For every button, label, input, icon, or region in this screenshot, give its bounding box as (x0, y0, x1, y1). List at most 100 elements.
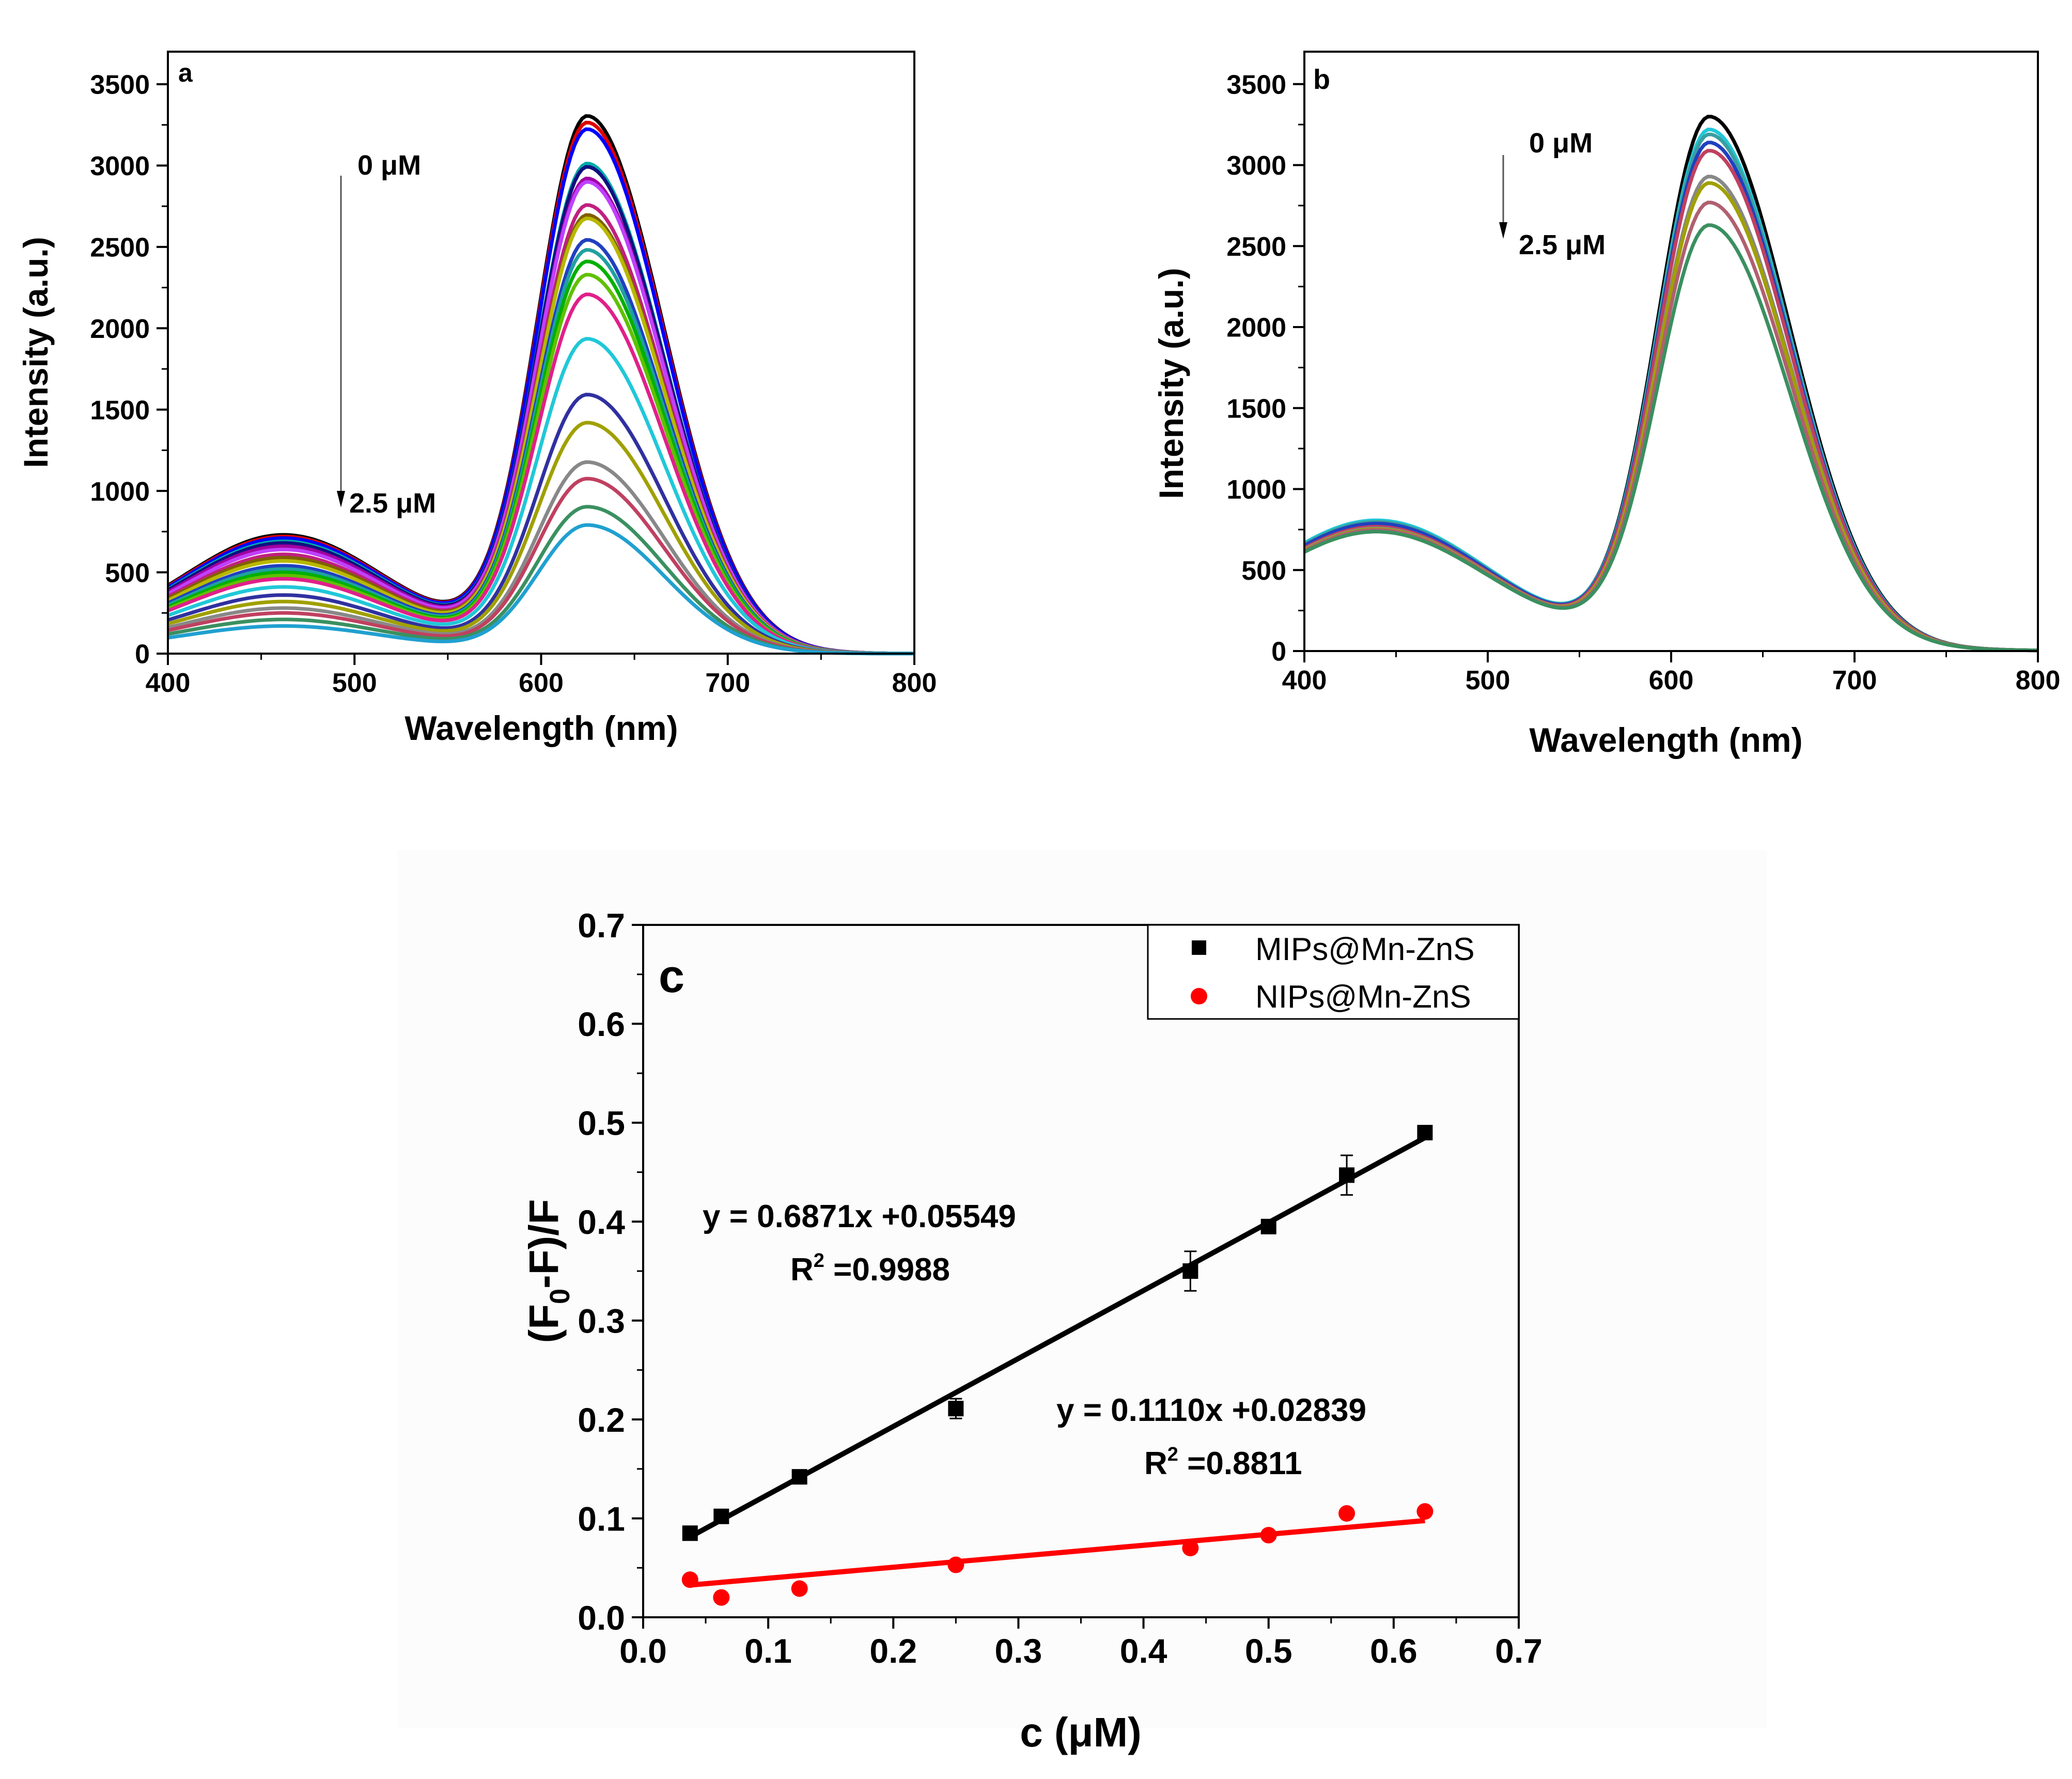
legend-box (1147, 924, 1520, 1020)
panel-b-x-axis-label: Wavelength (nm) (1529, 721, 1802, 759)
legend-label-nips: NIPs@Mn-ZnS (1255, 979, 1471, 1015)
panel-a-label: a (178, 58, 193, 87)
panel-c-x-tick-label: 0.5 (1245, 1632, 1292, 1670)
panel-a-curves (167, 114, 915, 656)
panel-a-x-ticks: 400 500 600 700 800 (146, 654, 937, 698)
panel-c-x-tick-label: 0.3 (995, 1632, 1042, 1670)
panel-c-x-tick-label: 0.7 (1495, 1632, 1543, 1670)
panel-a-annotation-top: 0 μM (357, 150, 421, 181)
panel-a-series-c22 (167, 523, 914, 656)
panel-a-y-tick-label: 0 (135, 640, 150, 670)
panel-b-x-ticks: 400 500 600 700 800 (1282, 651, 2061, 695)
legend-label-mips: MIPs@Mn-ZnS (1255, 932, 1475, 967)
panel-c-point-nips (1416, 1503, 1434, 1520)
panel-c-point-nips (1338, 1505, 1356, 1522)
panel-a-y-tick-label: 1000 (90, 477, 150, 507)
panel-b-arrow-head (1499, 222, 1507, 239)
mips-fit-equation: y = 0.6871x +0.05549 (703, 1199, 1016, 1234)
legend-marker-mips (1192, 940, 1206, 955)
panel-a-x-axis-label: Wavelength (nm) (404, 709, 678, 747)
panel-c-point-mips (682, 1525, 698, 1541)
panel-b-y-tick-label: 1500 (1226, 394, 1286, 424)
panel-c-legend: MIPs@Mn-ZnS NIPs@Mn-ZnS (1147, 924, 1520, 1020)
panel-a-x-tick-label: 500 (332, 668, 377, 698)
panel-c-x-tick-label: 0.6 (1370, 1632, 1417, 1670)
panel-c-y-tick-label: 0.6 (578, 1005, 625, 1043)
panel-c-point-mips (713, 1508, 729, 1524)
panel-c-y-tick-label: 0.3 (578, 1302, 625, 1340)
panel-b-y-tick-label: 2500 (1226, 232, 1286, 262)
panel-c-point-nips (791, 1580, 808, 1597)
panel-c-fit-line-nips (690, 1518, 1425, 1588)
panel-c-fit-line-mips (689, 1135, 1426, 1539)
panel-a-y-ticks: 0 500 1000 1500 2000 2500 3000 3500 (90, 70, 168, 670)
panel-c-y-axis-label: (F0-F)/F (521, 1199, 575, 1343)
panel-a-y-axis-label: Intensity (a.u.) (17, 237, 55, 468)
panel-c-x-axis-label: c (μM) (1020, 1709, 1142, 1755)
nips-fit-equation: y = 0.1110x +0.02839 (1056, 1393, 1366, 1428)
panel-a-arrow-head (337, 491, 345, 507)
panel-a-y-tick-label: 2500 (90, 233, 150, 263)
panel-c-calibration: 0.0 0.1 0.2 0.3 0.4 0.5 0.6 0.7 0.0 0.1 0.2 0.3 0.4… (398, 850, 1767, 1755)
panel-b-y-tick-label: 500 (1241, 556, 1286, 586)
panel-b-spectra: 400 500 600 700 800 0 500 1000 1500 2000 2500 3000… (1152, 51, 2061, 759)
panel-c-x-tick-label: 0.1 (744, 1632, 792, 1670)
panel-c-y-tick-label: 0.1 (578, 1499, 625, 1538)
panel-c-point-nips (1182, 1540, 1199, 1556)
panel-b-x-tick-label: 400 (1282, 666, 1327, 695)
panel-b-annotation-top: 0 μM (1529, 128, 1593, 159)
panel-c-plot (681, 1125, 1434, 1606)
panel-b-series-c9 (1303, 223, 2038, 653)
panel-c-point-mips (1260, 1218, 1276, 1234)
panel-a-y-tick-label: 2000 (90, 314, 150, 344)
panel-a-x-tick-label: 600 (519, 668, 564, 698)
panel-b-label: b (1313, 64, 1330, 95)
panel-c-point-mips (948, 1401, 964, 1417)
panel-a-annotation-bottom: 2.5 μM (349, 488, 436, 519)
panel-c-label: c (659, 951, 684, 1002)
panel-a-spectra: 400 500 600 700 800 0 500 1000 1500 2000 2500 3000… (17, 51, 937, 747)
panel-b-y-tick-label: 3000 (1226, 151, 1286, 181)
panel-b-y-tick-label: 2000 (1226, 313, 1286, 343)
panel-b-annotation-bottom: 2.5 μM (1519, 229, 1606, 260)
panel-c-y-tick-label: 0.2 (578, 1401, 625, 1439)
panel-c-x-ticks: 0.0 0.1 0.2 0.3 0.4 0.5 0.6 0.7 (619, 1617, 1543, 1670)
panel-a-y-tick-label: 3000 (90, 151, 150, 181)
panel-c-point-mips (791, 1469, 807, 1485)
panel-a-y-tick-label: 1500 (90, 395, 150, 425)
panel-b-x-tick-label: 800 (2016, 666, 2061, 695)
nips-r-squared: R2 =0.8811 (1144, 1444, 1302, 1481)
panel-b-y-tick-label: 1000 (1226, 475, 1286, 505)
panel-b-x-tick-label: 500 (1466, 666, 1510, 695)
panel-b-x-tick-label: 600 (1649, 666, 1694, 695)
panel-b-curves (1303, 115, 2038, 653)
panel-b-y-axis-label: Intensity (a.u.) (1152, 268, 1190, 499)
panel-c-y-tick-label: 0.5 (578, 1104, 625, 1142)
panel-c-y-ticks: 0.0 0.1 0.2 0.3 0.4 0.5 0.6 0.7 (578, 906, 643, 1637)
panel-a-x-tick-label: 700 (705, 668, 750, 698)
panel-a-x-tick-label: 400 (146, 668, 191, 698)
legend-marker-nips (1191, 988, 1207, 1004)
panel-c-y-tick-label: 0.7 (578, 906, 625, 945)
panel-c-point-mips (1182, 1263, 1198, 1279)
panel-c-y-tick-label: 0.0 (578, 1599, 625, 1637)
panel-b-x-tick-label: 700 (1832, 666, 1877, 695)
panel-c-x-tick-label: 0.2 (869, 1632, 917, 1670)
panel-c-y-tick-label: 0.4 (578, 1203, 625, 1241)
panel-c-point-nips (1260, 1527, 1277, 1544)
panel-c-background (398, 850, 1767, 1728)
panel-c-point-mips (1417, 1125, 1433, 1140)
mips-r-squared: R2 =0.9988 (790, 1250, 950, 1288)
panel-c-point-nips (713, 1589, 730, 1606)
panel-a-y-tick-label: 500 (105, 558, 150, 588)
panel-c-point-nips (947, 1556, 964, 1573)
panel-c-x-tick-label: 0.0 (619, 1632, 667, 1670)
panel-a-x-tick-label: 800 (892, 668, 937, 698)
panel-a-y-tick-label: 3500 (90, 70, 150, 100)
panel-b-y-tick-label: 3500 (1226, 70, 1286, 100)
panel-c-point-nips (681, 1571, 698, 1588)
panel-c-point-mips (1339, 1167, 1355, 1183)
panel-c-x-tick-label: 0.4 (1120, 1632, 1167, 1670)
panel-b-y-ticks: 0 500 1000 1500 2000 2500 3000 3500 (1226, 70, 1304, 667)
